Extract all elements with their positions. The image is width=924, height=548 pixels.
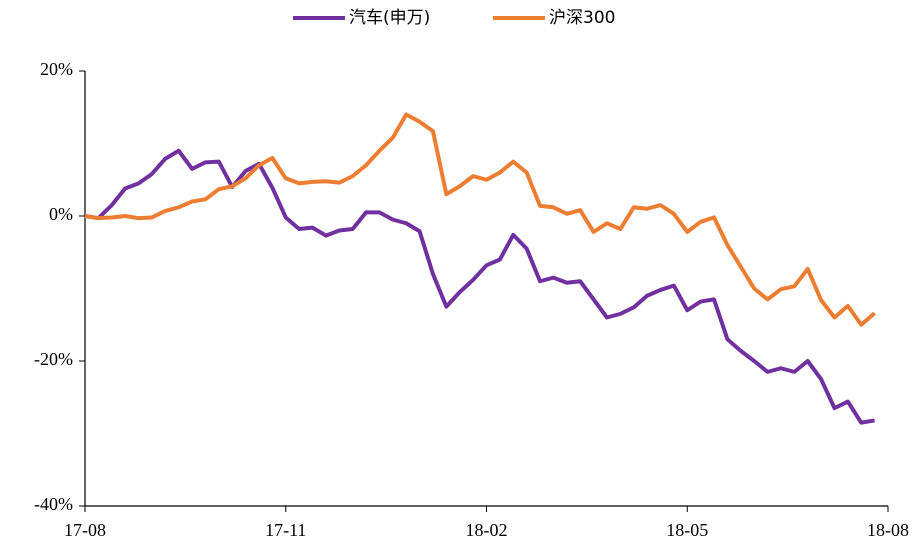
x-tick-label: 17-11 [265, 520, 306, 540]
y-tick-label: -20% [34, 349, 73, 369]
y-tick-label: -40% [34, 494, 73, 514]
y-tick-label: 20% [40, 59, 73, 79]
x-tick-label: 17-08 [64, 520, 106, 540]
x-tick-label: 18-02 [466, 520, 508, 540]
series-line [84, 112, 876, 327]
x-tick-label: 18-08 [867, 520, 909, 540]
legend-label: 沪深300 [549, 8, 615, 28]
series-line [84, 148, 875, 425]
x-tick-label: 18-05 [666, 520, 708, 540]
y-tick-label: 0% [49, 204, 73, 224]
legend-label: 汽车(申万) [349, 8, 430, 28]
legend: 汽车(申万) 沪深300 [293, 8, 615, 28]
